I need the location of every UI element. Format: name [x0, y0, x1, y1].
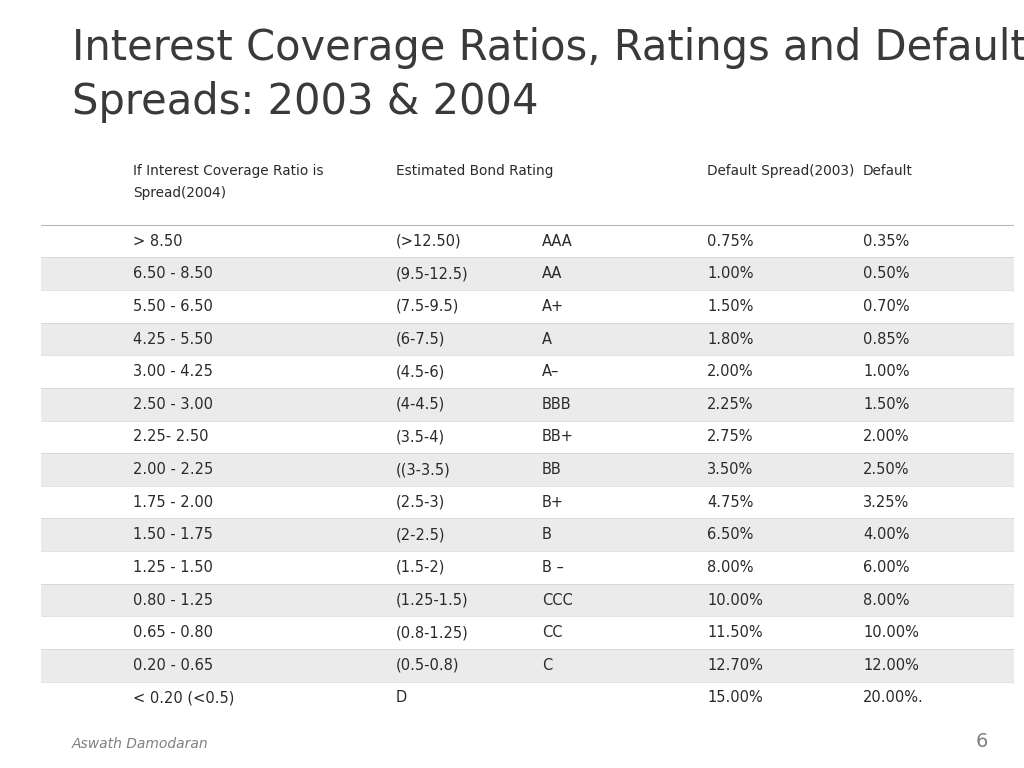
Text: 4.75%: 4.75% — [708, 495, 754, 510]
Text: 8.00%: 8.00% — [863, 593, 909, 607]
Text: C: C — [542, 658, 552, 673]
Text: Default Spread(2003): Default Spread(2003) — [708, 164, 855, 178]
Text: AA: AA — [542, 266, 562, 281]
Text: > 8.50: > 8.50 — [133, 233, 183, 249]
Bar — [41, 356, 1014, 388]
Text: 0.50%: 0.50% — [863, 266, 909, 281]
Text: CCC: CCC — [542, 593, 572, 607]
Text: CC: CC — [542, 625, 562, 641]
Text: Spreads: 2003 & 2004: Spreads: 2003 & 2004 — [72, 81, 539, 123]
Text: Spread(2004): Spread(2004) — [133, 186, 226, 200]
Text: If Interest Coverage Ratio is: If Interest Coverage Ratio is — [133, 164, 324, 178]
Text: B+: B+ — [542, 495, 564, 510]
Bar — [41, 584, 1014, 617]
Text: 0.65 - 0.80: 0.65 - 0.80 — [133, 625, 213, 641]
Text: < 0.20 (<0.5): < 0.20 (<0.5) — [133, 690, 234, 706]
Text: A+: A+ — [542, 299, 564, 314]
Text: 20.00%.: 20.00%. — [863, 690, 924, 706]
Text: 12.70%: 12.70% — [708, 658, 763, 673]
Text: BB: BB — [542, 462, 562, 477]
Text: 1.00%: 1.00% — [863, 364, 909, 379]
Text: BBB: BBB — [542, 397, 571, 412]
Bar — [41, 453, 1014, 486]
Text: ((3-3.5): ((3-3.5) — [396, 462, 451, 477]
Text: (4-4.5): (4-4.5) — [396, 397, 445, 412]
Text: D: D — [396, 690, 408, 706]
Text: (7.5-9.5): (7.5-9.5) — [396, 299, 460, 314]
Text: 1.80%: 1.80% — [708, 332, 754, 346]
Text: 2.75%: 2.75% — [708, 429, 754, 445]
Text: B –: B – — [542, 560, 564, 575]
Text: (0.8-1.25): (0.8-1.25) — [396, 625, 469, 641]
Text: 2.00 - 2.25: 2.00 - 2.25 — [133, 462, 214, 477]
Text: 6.50%: 6.50% — [708, 528, 754, 542]
Text: 1.50 - 1.75: 1.50 - 1.75 — [133, 528, 213, 542]
Bar — [41, 518, 1014, 551]
Text: 1.75 - 2.00: 1.75 - 2.00 — [133, 495, 213, 510]
Text: BB+: BB+ — [542, 429, 573, 445]
Text: B: B — [542, 528, 552, 542]
Text: (2-2.5): (2-2.5) — [396, 528, 445, 542]
Text: Aswath Damodaran: Aswath Damodaran — [72, 737, 208, 751]
Text: (0.5-0.8): (0.5-0.8) — [396, 658, 460, 673]
Text: Interest Coverage Ratios, Ratings and Default: Interest Coverage Ratios, Ratings and De… — [72, 27, 1024, 69]
Text: 0.80 - 1.25: 0.80 - 1.25 — [133, 593, 213, 607]
Text: 10.00%: 10.00% — [708, 593, 763, 607]
Text: (3.5-4): (3.5-4) — [396, 429, 445, 445]
Bar — [41, 551, 1014, 584]
Bar — [41, 421, 1014, 453]
Bar — [41, 290, 1014, 323]
Text: 6: 6 — [16, 138, 27, 152]
Text: (1.5-2): (1.5-2) — [396, 560, 445, 575]
Text: 2.25%: 2.25% — [708, 397, 754, 412]
Text: A–: A– — [542, 364, 559, 379]
Text: (2.5-3): (2.5-3) — [396, 495, 445, 510]
Text: 1.25 - 1.50: 1.25 - 1.50 — [133, 560, 213, 575]
Bar — [41, 649, 1014, 682]
Text: AAA: AAA — [542, 233, 572, 249]
Text: (6-7.5): (6-7.5) — [396, 332, 445, 346]
Bar — [41, 486, 1014, 518]
Text: 2.25- 2.50: 2.25- 2.50 — [133, 429, 209, 445]
Text: (9.5-12.5): (9.5-12.5) — [396, 266, 469, 281]
Text: 0.20 - 0.65: 0.20 - 0.65 — [133, 658, 213, 673]
Text: 5.50 - 6.50: 5.50 - 6.50 — [133, 299, 213, 314]
Text: (4.5-6): (4.5-6) — [396, 364, 445, 379]
Text: 2.50 - 3.00: 2.50 - 3.00 — [133, 397, 213, 412]
Bar — [41, 388, 1014, 421]
Text: 1.50%: 1.50% — [708, 299, 754, 314]
Bar — [41, 323, 1014, 356]
Text: 8.00%: 8.00% — [708, 560, 754, 575]
Text: 2.00%: 2.00% — [863, 429, 909, 445]
Text: Default: Default — [863, 164, 912, 178]
Text: 0.35%: 0.35% — [863, 233, 909, 249]
Text: 15.00%: 15.00% — [708, 690, 763, 706]
Text: 2.00%: 2.00% — [708, 364, 754, 379]
Text: Estimated Bond Rating: Estimated Bond Rating — [396, 164, 553, 178]
Text: 0.70%: 0.70% — [863, 299, 909, 314]
Text: 10.00%: 10.00% — [863, 625, 919, 641]
Text: 6.00%: 6.00% — [863, 560, 909, 575]
Text: 3.00 - 4.25: 3.00 - 4.25 — [133, 364, 213, 379]
Text: 6: 6 — [976, 732, 988, 751]
Text: 0.75%: 0.75% — [708, 233, 754, 249]
Bar — [41, 682, 1014, 714]
Text: 12.00%: 12.00% — [863, 658, 919, 673]
Bar — [41, 257, 1014, 290]
Text: 1.00%: 1.00% — [708, 266, 754, 281]
Text: (>12.50): (>12.50) — [396, 233, 462, 249]
Bar — [41, 617, 1014, 649]
Text: 6.50 - 8.50: 6.50 - 8.50 — [133, 266, 213, 281]
Text: 0.85%: 0.85% — [863, 332, 909, 346]
Text: 4.00%: 4.00% — [863, 528, 909, 542]
Text: 4.25 - 5.50: 4.25 - 5.50 — [133, 332, 213, 346]
Text: 3.25%: 3.25% — [863, 495, 909, 510]
Bar — [41, 225, 1014, 257]
Text: 11.50%: 11.50% — [708, 625, 763, 641]
Text: 2.50%: 2.50% — [863, 462, 909, 477]
Text: (1.25-1.5): (1.25-1.5) — [396, 593, 469, 607]
Text: 3.50%: 3.50% — [708, 462, 754, 477]
Text: 1.50%: 1.50% — [863, 397, 909, 412]
Text: A: A — [542, 332, 552, 346]
